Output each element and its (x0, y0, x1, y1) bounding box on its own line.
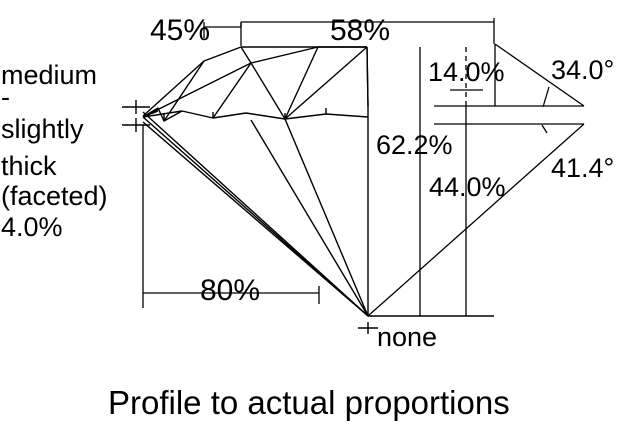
svg-text:thick: thick (1, 151, 57, 181)
svg-text:41.4°: 41.4° (551, 153, 614, 183)
svg-text:45%: 45% (150, 14, 210, 47)
svg-text:58%: 58% (330, 14, 390, 47)
svg-text:14.0%: 14.0% (428, 57, 505, 87)
svg-text:34.0°: 34.0° (551, 55, 614, 85)
svg-text:-: - (1, 82, 10, 112)
svg-text:slightly: slightly (1, 114, 84, 144)
svg-text:62.2%: 62.2% (376, 130, 453, 160)
svg-text:none: none (377, 322, 437, 352)
svg-text:4.0%: 4.0% (1, 212, 63, 242)
svg-text:80%: 80% (200, 274, 260, 307)
svg-text:medium: medium (1, 60, 97, 90)
svg-text:Profile to actual proportions: Profile to actual proportions (108, 384, 510, 421)
svg-text:(faceted): (faceted) (1, 181, 108, 211)
svg-text:44.0%: 44.0% (429, 172, 506, 202)
